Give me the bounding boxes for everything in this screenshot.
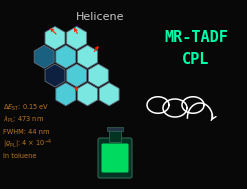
Polygon shape (34, 45, 54, 68)
Text: $\Delta E_{\mathrm{ST}}$: 0.15 eV: $\Delta E_{\mathrm{ST}}$: 0.15 eV (3, 103, 49, 113)
Bar (109, 129, 121, 142)
Bar (107, 127, 123, 131)
Polygon shape (78, 83, 97, 106)
Polygon shape (45, 64, 65, 87)
Text: FWHM: 44 nm: FWHM: 44 nm (3, 129, 49, 135)
Polygon shape (45, 26, 65, 50)
Polygon shape (67, 64, 87, 87)
Polygon shape (99, 83, 119, 106)
Text: In toluene: In toluene (3, 153, 37, 159)
Text: $\lambda_{\mathrm{PL}}$: 473 nm: $\lambda_{\mathrm{PL}}$: 473 nm (3, 115, 44, 125)
Polygon shape (56, 83, 76, 106)
Text: $|g_{\mathrm{PL}}|$: 4 $\times$ 10$^{-4}$: $|g_{\mathrm{PL}}|$: 4 $\times$ 10$^{-4}… (3, 137, 53, 151)
Polygon shape (78, 45, 97, 68)
Text: CPL: CPL (182, 53, 210, 67)
Polygon shape (67, 26, 87, 50)
Text: Helicene: Helicene (76, 12, 124, 22)
Polygon shape (56, 45, 76, 68)
Polygon shape (88, 64, 108, 87)
Text: MR-TADF: MR-TADF (164, 30, 228, 46)
FancyBboxPatch shape (102, 143, 128, 173)
FancyBboxPatch shape (98, 138, 132, 178)
